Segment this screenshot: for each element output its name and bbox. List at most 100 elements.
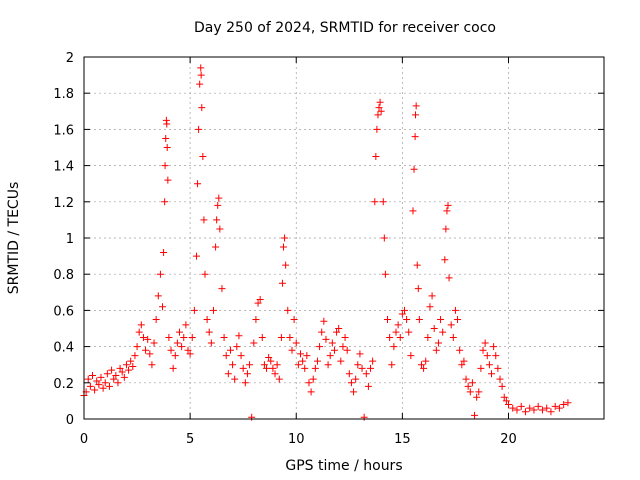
- data-point: [313, 357, 321, 365]
- x-axis-ticks: 0 5 10 15 20: [80, 57, 517, 447]
- data-point: [422, 357, 430, 365]
- data-point: [333, 328, 341, 336]
- data-point: [392, 328, 400, 336]
- data-point: [477, 364, 485, 372]
- data-point: [369, 357, 377, 365]
- data-point: [273, 361, 281, 369]
- y-tick-label: 1.4: [53, 160, 74, 175]
- data-point: [420, 364, 428, 372]
- data-point: [379, 198, 387, 206]
- data-point: [142, 346, 150, 354]
- data-point: [216, 225, 224, 233]
- data-point: [354, 361, 362, 369]
- data-points: [80, 64, 572, 421]
- data-point: [203, 315, 211, 323]
- data-point: [424, 334, 432, 342]
- data-point: [163, 144, 171, 151]
- data-point: [372, 153, 380, 161]
- y-axis-label: SRMTID / TECUs: [6, 182, 22, 295]
- data-point: [488, 370, 496, 378]
- data-point: [330, 346, 338, 354]
- data-point: [271, 370, 279, 378]
- data-point: [220, 334, 228, 342]
- data-point: [209, 306, 217, 314]
- data-point: [410, 165, 418, 173]
- data-point: [443, 207, 451, 215]
- data-point: [237, 352, 245, 360]
- data-point: [481, 339, 489, 347]
- data-point: [417, 361, 425, 369]
- data-point: [426, 303, 434, 311]
- data-point: [120, 373, 128, 381]
- data-point: [222, 352, 230, 360]
- data-point: [377, 107, 385, 115]
- data-point: [564, 399, 572, 407]
- data-point: [468, 379, 476, 387]
- data-point: [263, 364, 271, 372]
- data-point: [384, 315, 392, 323]
- data-point: [502, 397, 510, 405]
- x-tick-label: 5: [186, 432, 194, 447]
- y-tick-label: 0.4: [53, 341, 74, 356]
- data-point: [305, 379, 313, 387]
- data-point: [398, 310, 406, 318]
- data-point: [284, 306, 292, 314]
- data-point: [356, 350, 364, 358]
- data-point: [101, 379, 109, 387]
- data-point: [374, 111, 382, 119]
- data-point: [498, 382, 506, 390]
- data-point: [464, 382, 472, 390]
- data-point: [364, 382, 372, 390]
- data-point: [339, 343, 347, 351]
- data-point: [434, 339, 442, 347]
- chart-title: Day 250 of 2024, SRMTID for receiver coc…: [194, 20, 496, 36]
- data-point: [386, 334, 394, 342]
- data-point: [246, 361, 254, 369]
- data-point: [358, 364, 366, 372]
- data-point: [248, 413, 256, 421]
- data-point: [286, 334, 294, 342]
- data-point: [252, 315, 260, 323]
- data-point: [195, 125, 203, 133]
- data-point: [233, 343, 241, 351]
- data-point: [176, 328, 184, 336]
- data-point: [454, 315, 462, 323]
- data-point: [309, 375, 317, 383]
- data-point: [504, 401, 512, 409]
- data-point: [118, 368, 126, 376]
- data-point: [139, 334, 147, 342]
- data-point: [390, 343, 398, 351]
- data-point: [180, 334, 188, 342]
- data-point: [345, 370, 353, 378]
- data-point: [239, 364, 247, 372]
- data-point: [162, 134, 170, 142]
- data-point: [218, 285, 226, 293]
- data-point: [159, 303, 167, 311]
- data-point: [161, 162, 169, 170]
- data-point: [447, 321, 455, 329]
- y-tick-label: 1.6: [53, 123, 74, 138]
- data-point: [97, 373, 105, 381]
- data-point: [275, 375, 283, 383]
- y-tick-label: 1.2: [53, 196, 74, 211]
- data-point: [161, 198, 169, 206]
- data-point: [432, 346, 440, 354]
- data-point: [530, 406, 538, 414]
- data-point: [362, 370, 370, 378]
- data-point: [288, 346, 296, 354]
- grid-lines: [84, 57, 604, 419]
- data-point: [485, 361, 493, 369]
- data-point: [207, 339, 215, 347]
- data-point: [471, 411, 479, 419]
- y-tick-label: 2: [66, 51, 74, 66]
- data-point: [201, 270, 209, 278]
- data-point: [84, 375, 92, 383]
- data-point: [294, 361, 302, 369]
- data-point: [137, 321, 145, 329]
- data-point: [547, 408, 555, 416]
- data-point: [405, 328, 413, 336]
- data-point: [231, 375, 239, 383]
- data-point: [178, 343, 186, 351]
- data-point: [103, 370, 111, 378]
